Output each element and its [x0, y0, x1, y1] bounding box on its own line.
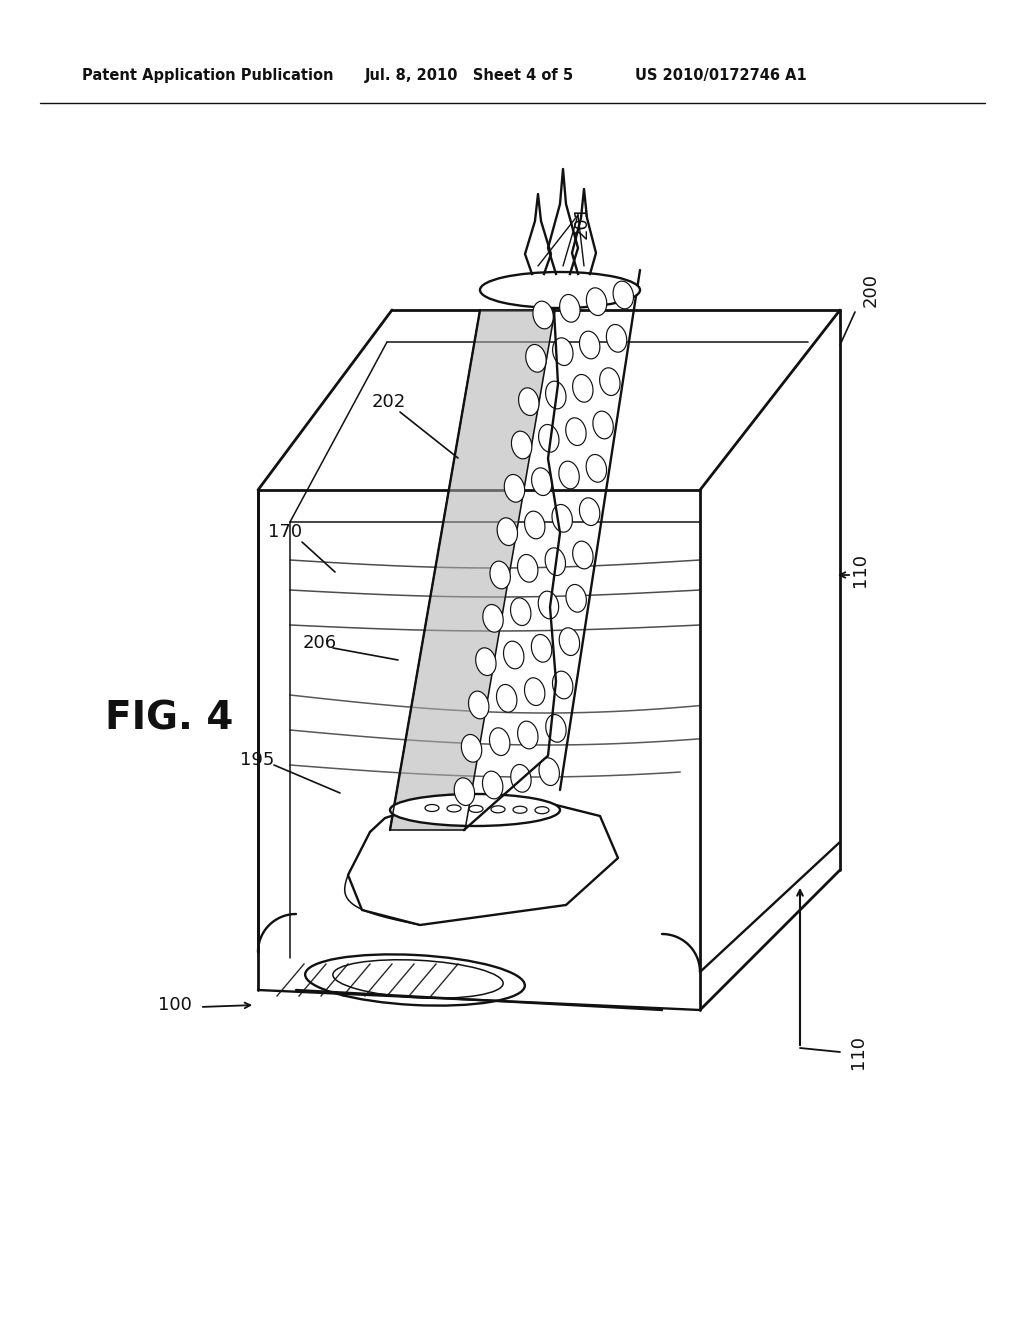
Text: 200: 200: [862, 273, 880, 308]
Ellipse shape: [593, 411, 613, 438]
Ellipse shape: [390, 795, 560, 826]
Ellipse shape: [552, 504, 572, 532]
Ellipse shape: [539, 758, 559, 785]
Ellipse shape: [480, 272, 640, 308]
Ellipse shape: [482, 771, 503, 799]
Text: 206: 206: [303, 634, 337, 652]
Ellipse shape: [565, 418, 586, 446]
Ellipse shape: [532, 301, 553, 329]
Ellipse shape: [546, 714, 566, 742]
Ellipse shape: [572, 541, 593, 569]
Ellipse shape: [511, 764, 531, 792]
Ellipse shape: [580, 498, 600, 525]
Ellipse shape: [482, 605, 503, 632]
Ellipse shape: [511, 432, 531, 459]
Ellipse shape: [524, 511, 545, 539]
Ellipse shape: [587, 288, 607, 315]
Text: US 2010/0172746 A1: US 2010/0172746 A1: [635, 69, 807, 83]
Ellipse shape: [511, 598, 530, 626]
Ellipse shape: [517, 721, 538, 748]
Text: FIG. 4: FIG. 4: [105, 700, 233, 737]
Ellipse shape: [572, 375, 593, 403]
Ellipse shape: [531, 467, 552, 495]
Ellipse shape: [539, 591, 559, 619]
Ellipse shape: [566, 585, 587, 612]
Ellipse shape: [524, 677, 545, 705]
Ellipse shape: [518, 388, 539, 416]
Text: 202: 202: [372, 393, 407, 411]
Ellipse shape: [545, 548, 565, 576]
Ellipse shape: [489, 727, 510, 755]
Text: 195: 195: [240, 751, 274, 770]
Ellipse shape: [455, 777, 474, 805]
Ellipse shape: [586, 454, 606, 482]
Text: 100: 100: [158, 997, 191, 1014]
Ellipse shape: [497, 517, 517, 545]
Ellipse shape: [613, 281, 634, 309]
Ellipse shape: [504, 642, 524, 669]
Ellipse shape: [489, 561, 510, 589]
Ellipse shape: [606, 325, 627, 352]
Ellipse shape: [525, 345, 546, 372]
Ellipse shape: [517, 554, 538, 582]
Text: 110: 110: [849, 1035, 867, 1069]
Ellipse shape: [504, 474, 524, 502]
Text: 110: 110: [851, 553, 869, 587]
Ellipse shape: [553, 671, 572, 698]
Ellipse shape: [469, 692, 488, 719]
Text: Patent Application Publication: Patent Application Publication: [82, 69, 334, 83]
Ellipse shape: [559, 628, 580, 656]
Text: 201: 201: [573, 205, 591, 239]
Ellipse shape: [560, 294, 580, 322]
Polygon shape: [390, 310, 555, 830]
Ellipse shape: [580, 331, 600, 359]
Text: Jul. 8, 2010   Sheet 4 of 5: Jul. 8, 2010 Sheet 4 of 5: [365, 69, 574, 83]
Text: 170: 170: [268, 523, 302, 541]
Ellipse shape: [539, 425, 559, 453]
Ellipse shape: [497, 685, 517, 713]
Ellipse shape: [531, 635, 552, 663]
Ellipse shape: [553, 338, 573, 366]
Ellipse shape: [546, 381, 566, 409]
Ellipse shape: [559, 461, 580, 488]
Ellipse shape: [600, 368, 620, 396]
Ellipse shape: [476, 648, 496, 676]
Ellipse shape: [462, 734, 481, 762]
